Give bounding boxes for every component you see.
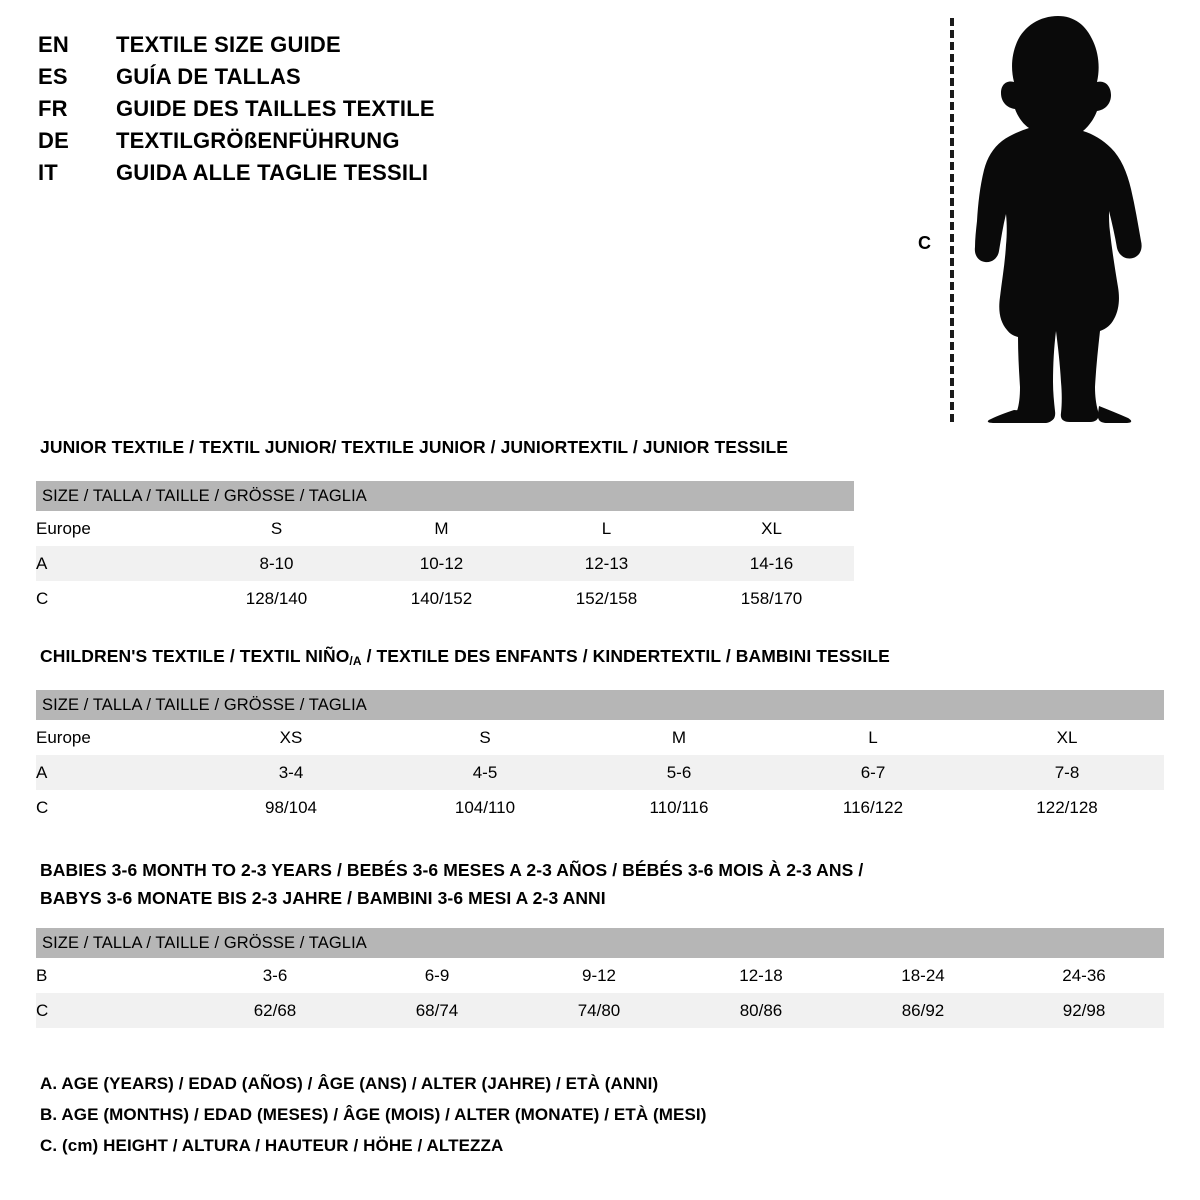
table-cell: 6-9 — [356, 958, 518, 993]
row-key: C — [36, 993, 194, 1028]
table-cell: 104/110 — [388, 790, 582, 825]
section-title-junior: JUNIOR TEXTILE / TEXTIL JUNIOR/ TEXTILE … — [40, 437, 789, 457]
section-title-children: CHILDREN'S TEXTILE / TEXTIL NIÑO/A / TEX… — [40, 643, 890, 675]
row-key: A — [36, 755, 194, 790]
children-size-table: SIZE / TALLA / TAILLE / GRÖSSE / TAGLIA … — [36, 690, 1165, 825]
language-code: DE — [38, 128, 69, 153]
table-cell: 98/104 — [194, 790, 388, 825]
table-cell: 140/152 — [359, 581, 524, 616]
language-row-en: EN TEXTILE SIZE GUIDE — [38, 32, 598, 64]
table-cell: 14-16 — [689, 546, 855, 581]
table-cell: 92/98 — [1004, 993, 1165, 1028]
table-row: C 128/140 140/152 152/158 158/170 — [36, 581, 855, 616]
table-cell: 158/170 — [689, 581, 855, 616]
table-row: B 3-6 6-9 9-12 12-18 18-24 24-36 — [36, 958, 1165, 993]
language-title: GUIDE DES TAILLES TEXTILE — [116, 96, 435, 121]
size-header-cell: XL — [970, 720, 1165, 755]
language-row-de: DE TEXTILGRÖßENFÜHRUNG — [38, 128, 598, 160]
size-header-cell: L — [776, 720, 970, 755]
table-row: Europe XS S M L XL — [36, 720, 1165, 755]
row-key: A — [36, 546, 194, 581]
table-cell: 152/158 — [524, 581, 689, 616]
size-header-cell: L — [524, 511, 689, 546]
size-header-cell: M — [582, 720, 776, 755]
table-row: C 98/104 104/110 110/116 116/122 122/128 — [36, 790, 1165, 825]
size-header-cell: XL — [689, 511, 855, 546]
size-header-cell: S — [388, 720, 582, 755]
region-label: Europe — [36, 511, 194, 546]
legend-line-c: C. (cm) HEIGHT / ALTURA / HAUTEUR / HÖHE… — [40, 1136, 504, 1155]
table-cell: 62/68 — [194, 993, 356, 1028]
table-row: Europe S M L XL — [36, 511, 855, 546]
table-cell: 7-8 — [970, 755, 1165, 790]
table-cell: 3-4 — [194, 755, 388, 790]
section-title-children-post: / TEXTILE DES ENFANTS / KINDERTEXTIL / B… — [361, 646, 890, 666]
language-title: TEXTILGRÖßENFÜHRUNG — [116, 128, 400, 153]
table-cell: 10-12 — [359, 546, 524, 581]
legend: A. AGE (YEARS) / EDAD (AÑOS) / ÂGE (ANS)… — [40, 1068, 940, 1161]
table-cell: 5-6 — [582, 755, 776, 790]
row-key: C — [36, 790, 194, 825]
language-row-fr: FR GUIDE DES TAILLES TEXTILE — [38, 96, 598, 128]
language-title: TEXTILE SIZE GUIDE — [116, 32, 341, 57]
table-cell: 128/140 — [194, 581, 359, 616]
language-code: ES — [38, 64, 68, 89]
language-title-list: EN TEXTILE SIZE GUIDE ES GUÍA DE TALLAS … — [38, 32, 598, 192]
table-cell: 8-10 — [194, 546, 359, 581]
language-row-es: ES GUÍA DE TALLAS — [38, 64, 598, 96]
table-cell: 12-18 — [680, 958, 842, 993]
language-code: IT — [38, 160, 58, 185]
table-banner-label: SIZE / TALLA / TAILLE / GRÖSSE / TAGLIA — [36, 690, 1165, 720]
table-cell: 74/80 — [518, 993, 680, 1028]
table-cell: 68/74 — [356, 993, 518, 1028]
table-cell: 86/92 — [842, 993, 1004, 1028]
table-cell: 9-12 — [518, 958, 680, 993]
section-title-children-sub: /A — [349, 654, 362, 668]
language-title: GUIDA ALLE TAGLIE TESSILI — [116, 160, 429, 185]
section-title-children-pre: CHILDREN'S TEXTILE / TEXTIL NIÑO — [40, 646, 350, 666]
table-banner-label: SIZE / TALLA / TAILLE / GRÖSSE / TAGLIA — [36, 928, 1165, 958]
language-title: GUÍA DE TALLAS — [116, 64, 301, 89]
table-banner-label: SIZE / TALLA / TAILLE / GRÖSSE / TAGLIA — [36, 481, 855, 511]
row-key: C — [36, 581, 194, 616]
language-row-it: IT GUIDA ALLE TAGLIE TESSILI — [38, 160, 598, 192]
table-banner-row: SIZE / TALLA / TAILLE / GRÖSSE / TAGLIA — [36, 928, 1165, 958]
table-cell: 18-24 — [842, 958, 1004, 993]
section-title-babies-line1: BABIES 3-6 MONTH TO 2-3 YEARS / BEBÉS 3-… — [40, 860, 864, 880]
table-cell: 12-13 — [524, 546, 689, 581]
junior-size-table: SIZE / TALLA / TAILLE / GRÖSSE / TAGLIA … — [36, 481, 855, 616]
size-header-cell: S — [194, 511, 359, 546]
size-header-cell: XS — [194, 720, 388, 755]
table-row: A 3-4 4-5 5-6 6-7 7-8 — [36, 755, 1165, 790]
table-cell: 116/122 — [776, 790, 970, 825]
table-cell: 122/128 — [970, 790, 1165, 825]
section-title-babies-line2: BABYS 3-6 MONATE BIS 2-3 JAHRE / BAMBINI… — [40, 888, 606, 908]
legend-line-b: B. AGE (MONTHS) / EDAD (MESES) / ÂGE (MO… — [40, 1105, 707, 1124]
size-header-cell: M — [359, 511, 524, 546]
child-silhouette-icon — [974, 16, 1142, 423]
table-banner-row: SIZE / TALLA / TAILLE / GRÖSSE / TAGLIA — [36, 690, 1165, 720]
babies-size-table: SIZE / TALLA / TAILLE / GRÖSSE / TAGLIA … — [36, 928, 1165, 1028]
table-cell: 6-7 — [776, 755, 970, 790]
height-measurement-figure: C — [900, 14, 1160, 424]
table-cell: 80/86 — [680, 993, 842, 1028]
language-code: FR — [38, 96, 68, 121]
table-cell: 24-36 — [1004, 958, 1165, 993]
row-key: B — [36, 958, 194, 993]
legend-line-a: A. AGE (YEARS) / EDAD (AÑOS) / ÂGE (ANS)… — [40, 1074, 659, 1093]
table-row: C 62/68 68/74 74/80 80/86 86/92 92/98 — [36, 993, 1165, 1028]
table-cell: 110/116 — [582, 790, 776, 825]
height-dashed-line — [950, 18, 954, 422]
height-label: C — [918, 233, 931, 253]
language-code: EN — [38, 32, 69, 57]
table-cell: 4-5 — [388, 755, 582, 790]
table-banner-row: SIZE / TALLA / TAILLE / GRÖSSE / TAGLIA — [36, 481, 855, 511]
table-cell: 3-6 — [194, 958, 356, 993]
table-row: A 8-10 10-12 12-13 14-16 — [36, 546, 855, 581]
region-label: Europe — [36, 720, 194, 755]
